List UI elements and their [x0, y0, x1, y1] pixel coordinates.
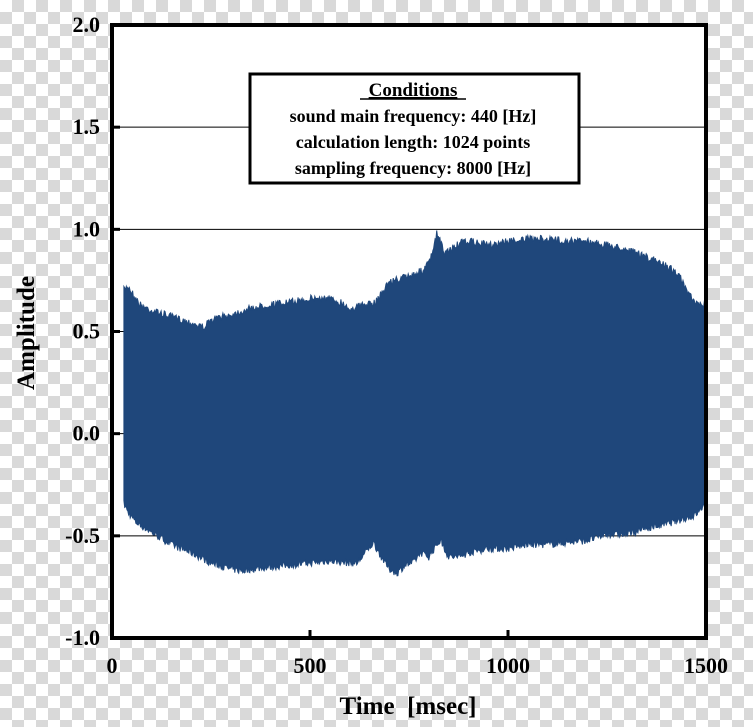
x-tick-label: 1000 [486, 653, 530, 678]
conditions-box-frame [248, 72, 581, 185]
condition-line-length: calculation length: 1024 points [296, 132, 531, 152]
plot-frame [110, 23, 708, 640]
y-tick-label: -0.5 [65, 523, 100, 548]
y-tick-label: 0.0 [73, 421, 101, 446]
x-tick-label: 1500 [684, 653, 728, 678]
y-axis-title: Amplitude [13, 276, 40, 390]
conditions-title: Conditions [369, 80, 458, 101]
y-tick-label: 1.5 [73, 114, 101, 139]
x-tick-label: 0 [107, 653, 118, 678]
condition-line-sampling: sampling frequency: 8000 [Hz] [295, 158, 531, 178]
x-tick-labels: 0 500 1000 1500 [107, 653, 729, 678]
conditions-box: Conditions sound main frequency: 440 [Hz… [248, 72, 581, 185]
x-tick-label: 500 [294, 653, 327, 678]
y-tick-label: 1.0 [73, 216, 101, 241]
y-tick-label: 2.0 [73, 12, 101, 37]
y-tick-labels: -1.0 -0.5 0.0 0.5 1.0 1.5 2.0 [65, 12, 100, 650]
y-tick-label: 0.5 [73, 319, 101, 344]
y-tick-label: -1.0 [65, 625, 100, 650]
x-axis-title: Time [msec] [340, 693, 477, 720]
condition-line-frequency: sound main frequency: 440 [Hz] [290, 106, 537, 126]
